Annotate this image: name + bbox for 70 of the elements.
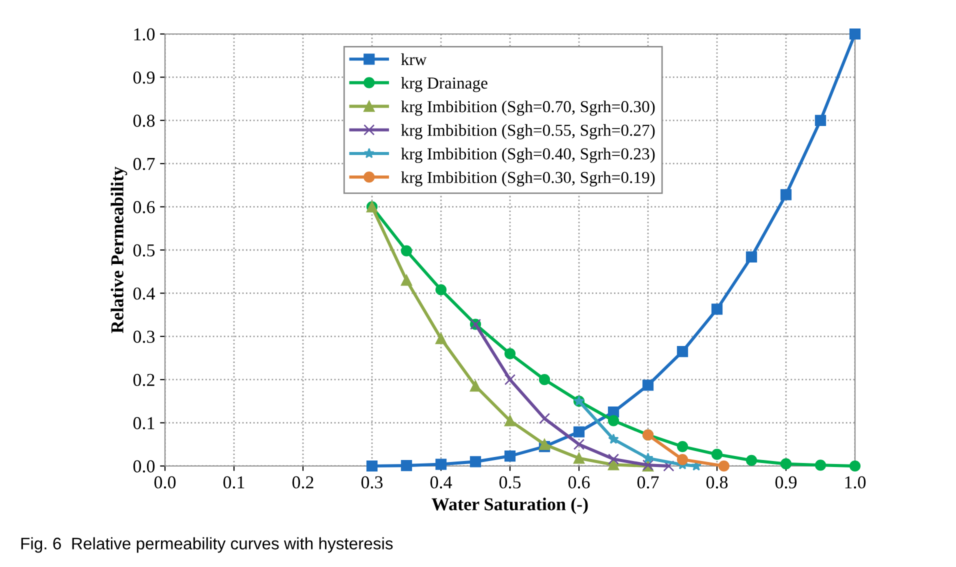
point: [608, 454, 620, 465]
y-tick-label: 0.7: [133, 158, 155, 170]
y-tick-label: 0.4: [133, 287, 155, 300]
point: [780, 189, 792, 200]
legend-label: krg Imbibition (Sgh=0.70, Sgrh=0.30): [401, 100, 655, 116]
point: [676, 441, 688, 452]
x-tick-label: 0.6: [568, 476, 590, 489]
x-tick-label: 0.0: [154, 476, 176, 489]
point: [538, 412, 550, 424]
point: [470, 456, 482, 468]
y-tick-label: 0.3: [133, 330, 155, 343]
point: [435, 284, 447, 296]
point: [504, 415, 516, 426]
x-tick-label: 0.9: [775, 476, 797, 489]
point: [608, 415, 620, 426]
point: [711, 448, 723, 460]
point: [538, 438, 550, 450]
point: [746, 251, 758, 262]
point: [780, 458, 792, 470]
legend-label: krg Drainage: [401, 76, 488, 92]
point: [366, 460, 378, 472]
point: [718, 460, 730, 472]
point: [400, 245, 412, 256]
point: [573, 438, 585, 450]
x-tick-label: 0.5: [499, 476, 521, 489]
point: [642, 380, 654, 391]
point: [849, 460, 861, 472]
point: [400, 274, 412, 286]
point: [573, 426, 585, 438]
caption: Fig. 6 Relative permeability curves with hysteresis: [21, 537, 393, 553]
point: [504, 450, 516, 462]
y-tick-label: 0.5: [133, 244, 155, 257]
x-axis-title: Water Saturation (-): [432, 498, 588, 514]
y-tick-label: 0.6: [133, 201, 155, 214]
point: [676, 454, 688, 466]
point: [642, 452, 654, 463]
point: [400, 460, 412, 472]
legend-label: krg Imbibition (Sgh=0.30, Sgrh=0.19): [401, 171, 655, 187]
y-tick-label: 0.2: [133, 374, 154, 386]
point: [504, 374, 516, 386]
point: [814, 460, 826, 471]
point: [849, 28, 861, 40]
x-tick-label: 0.4: [430, 476, 452, 489]
y-tick-label: 0.8: [133, 114, 155, 127]
legend-label: krw: [401, 53, 427, 66]
x-tick-label: 0.7: [637, 476, 659, 489]
point: [608, 434, 619, 444]
y-tick-label: 0.9: [133, 71, 155, 84]
point: [573, 452, 585, 464]
point: [608, 459, 620, 470]
legend-label: krg Imbibition (Sgh=0.40, Sgrh=0.23): [401, 148, 655, 163]
point: [676, 346, 688, 358]
legend-label: krg Imbibition (Sgh=0.55, Sgrh=0.27): [401, 124, 655, 140]
y-tick-label: 1.0: [134, 28, 155, 41]
point: [435, 333, 447, 344]
point: [711, 304, 723, 315]
y-tick-label: 0.0: [133, 460, 155, 473]
point: [538, 374, 550, 386]
point: [814, 114, 826, 126]
y-tick-label: 0.1: [133, 417, 154, 430]
x-tick-label: 0.3: [361, 476, 383, 489]
x-tick-label: 0.8: [706, 476, 728, 489]
point: [435, 458, 447, 470]
point: [504, 348, 516, 360]
y-axis-title: Relative Permeability: [110, 166, 128, 334]
x-tick-label: 0.2: [292, 476, 314, 489]
x-tick-label: 0.1: [223, 476, 244, 489]
point: [746, 454, 758, 466]
point: [470, 380, 482, 392]
x-tick-label: 1.0: [845, 476, 866, 489]
